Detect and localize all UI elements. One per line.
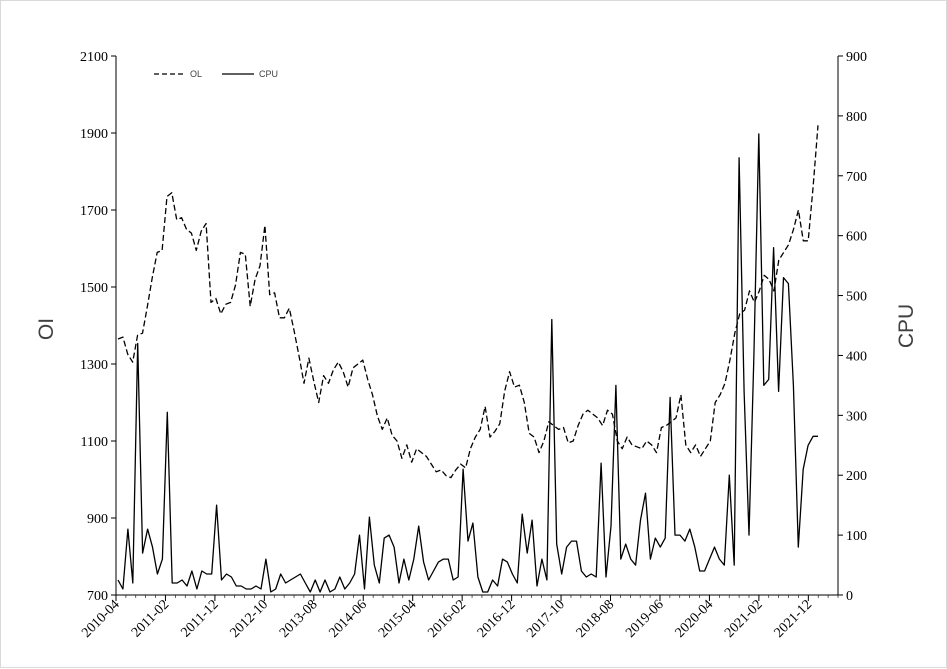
- y-right-tick-label: 0: [846, 589, 853, 604]
- y-left-tick-label: 2100: [80, 50, 108, 65]
- y-left-tick-label: 1500: [80, 281, 108, 296]
- y-axis-left-title: OI: [35, 318, 58, 340]
- series-line-cpu: [117, 133, 818, 593]
- legend-ol-label: OL: [190, 69, 202, 79]
- x-tick-label: 2017-10: [524, 597, 568, 641]
- y-right-tick-label: 400: [846, 349, 867, 364]
- x-tick-label: 2019-06: [623, 597, 667, 641]
- x-tick-label: 2011-12: [178, 597, 221, 640]
- y-axis-right-title: CPU: [895, 304, 918, 348]
- legend-cpu-label: CPU: [259, 69, 278, 79]
- x-tick-label: 2013-08: [277, 597, 321, 641]
- x-tick-label: 2018-08: [574, 597, 618, 641]
- y-right-tick-label: 300: [846, 409, 867, 424]
- y-right-tick-label: 100: [846, 529, 867, 544]
- x-tick-label: 2011-02: [129, 597, 172, 640]
- y-left-tick-label: 1100: [81, 435, 108, 450]
- axes: 700 900 1100 1300 1500 1700 1900 2100 0 100 200 300…: [79, 50, 867, 641]
- series-line-ol: [117, 125, 819, 479]
- x-tick-label: 2016-02: [425, 597, 469, 641]
- y-left-tick-label: 1700: [80, 204, 108, 219]
- x-tick-label: 2014-06: [326, 597, 370, 641]
- x-tick-label: 2021-12: [772, 597, 816, 641]
- y-left-tick-label: 1300: [80, 358, 108, 373]
- y-right-tick-label: 700: [846, 170, 867, 185]
- x-tick-label: 2021-02: [722, 597, 766, 641]
- y-left-tick-label: 900: [87, 512, 108, 527]
- series-cpu: [117, 133, 818, 593]
- x-tick-label: 2016-12: [475, 597, 519, 641]
- y-right-tick-label: 900: [846, 50, 867, 65]
- x-tick-label: 2015-04: [376, 597, 420, 641]
- y-right-tick-label: 200: [846, 469, 867, 484]
- x-tick-label: 2012-10: [228, 597, 272, 641]
- y-left-tick-label: 700: [87, 589, 108, 604]
- x-tick-label: 2020-04: [673, 597, 717, 641]
- y-right-tick-label: 600: [846, 230, 867, 245]
- y-right-tick-label: 500: [846, 290, 867, 305]
- y-left-tick-label: 1900: [80, 127, 108, 142]
- y-right-tick-label: 800: [846, 110, 867, 125]
- legend: OL CPU: [154, 69, 278, 79]
- series-ol: [117, 125, 819, 479]
